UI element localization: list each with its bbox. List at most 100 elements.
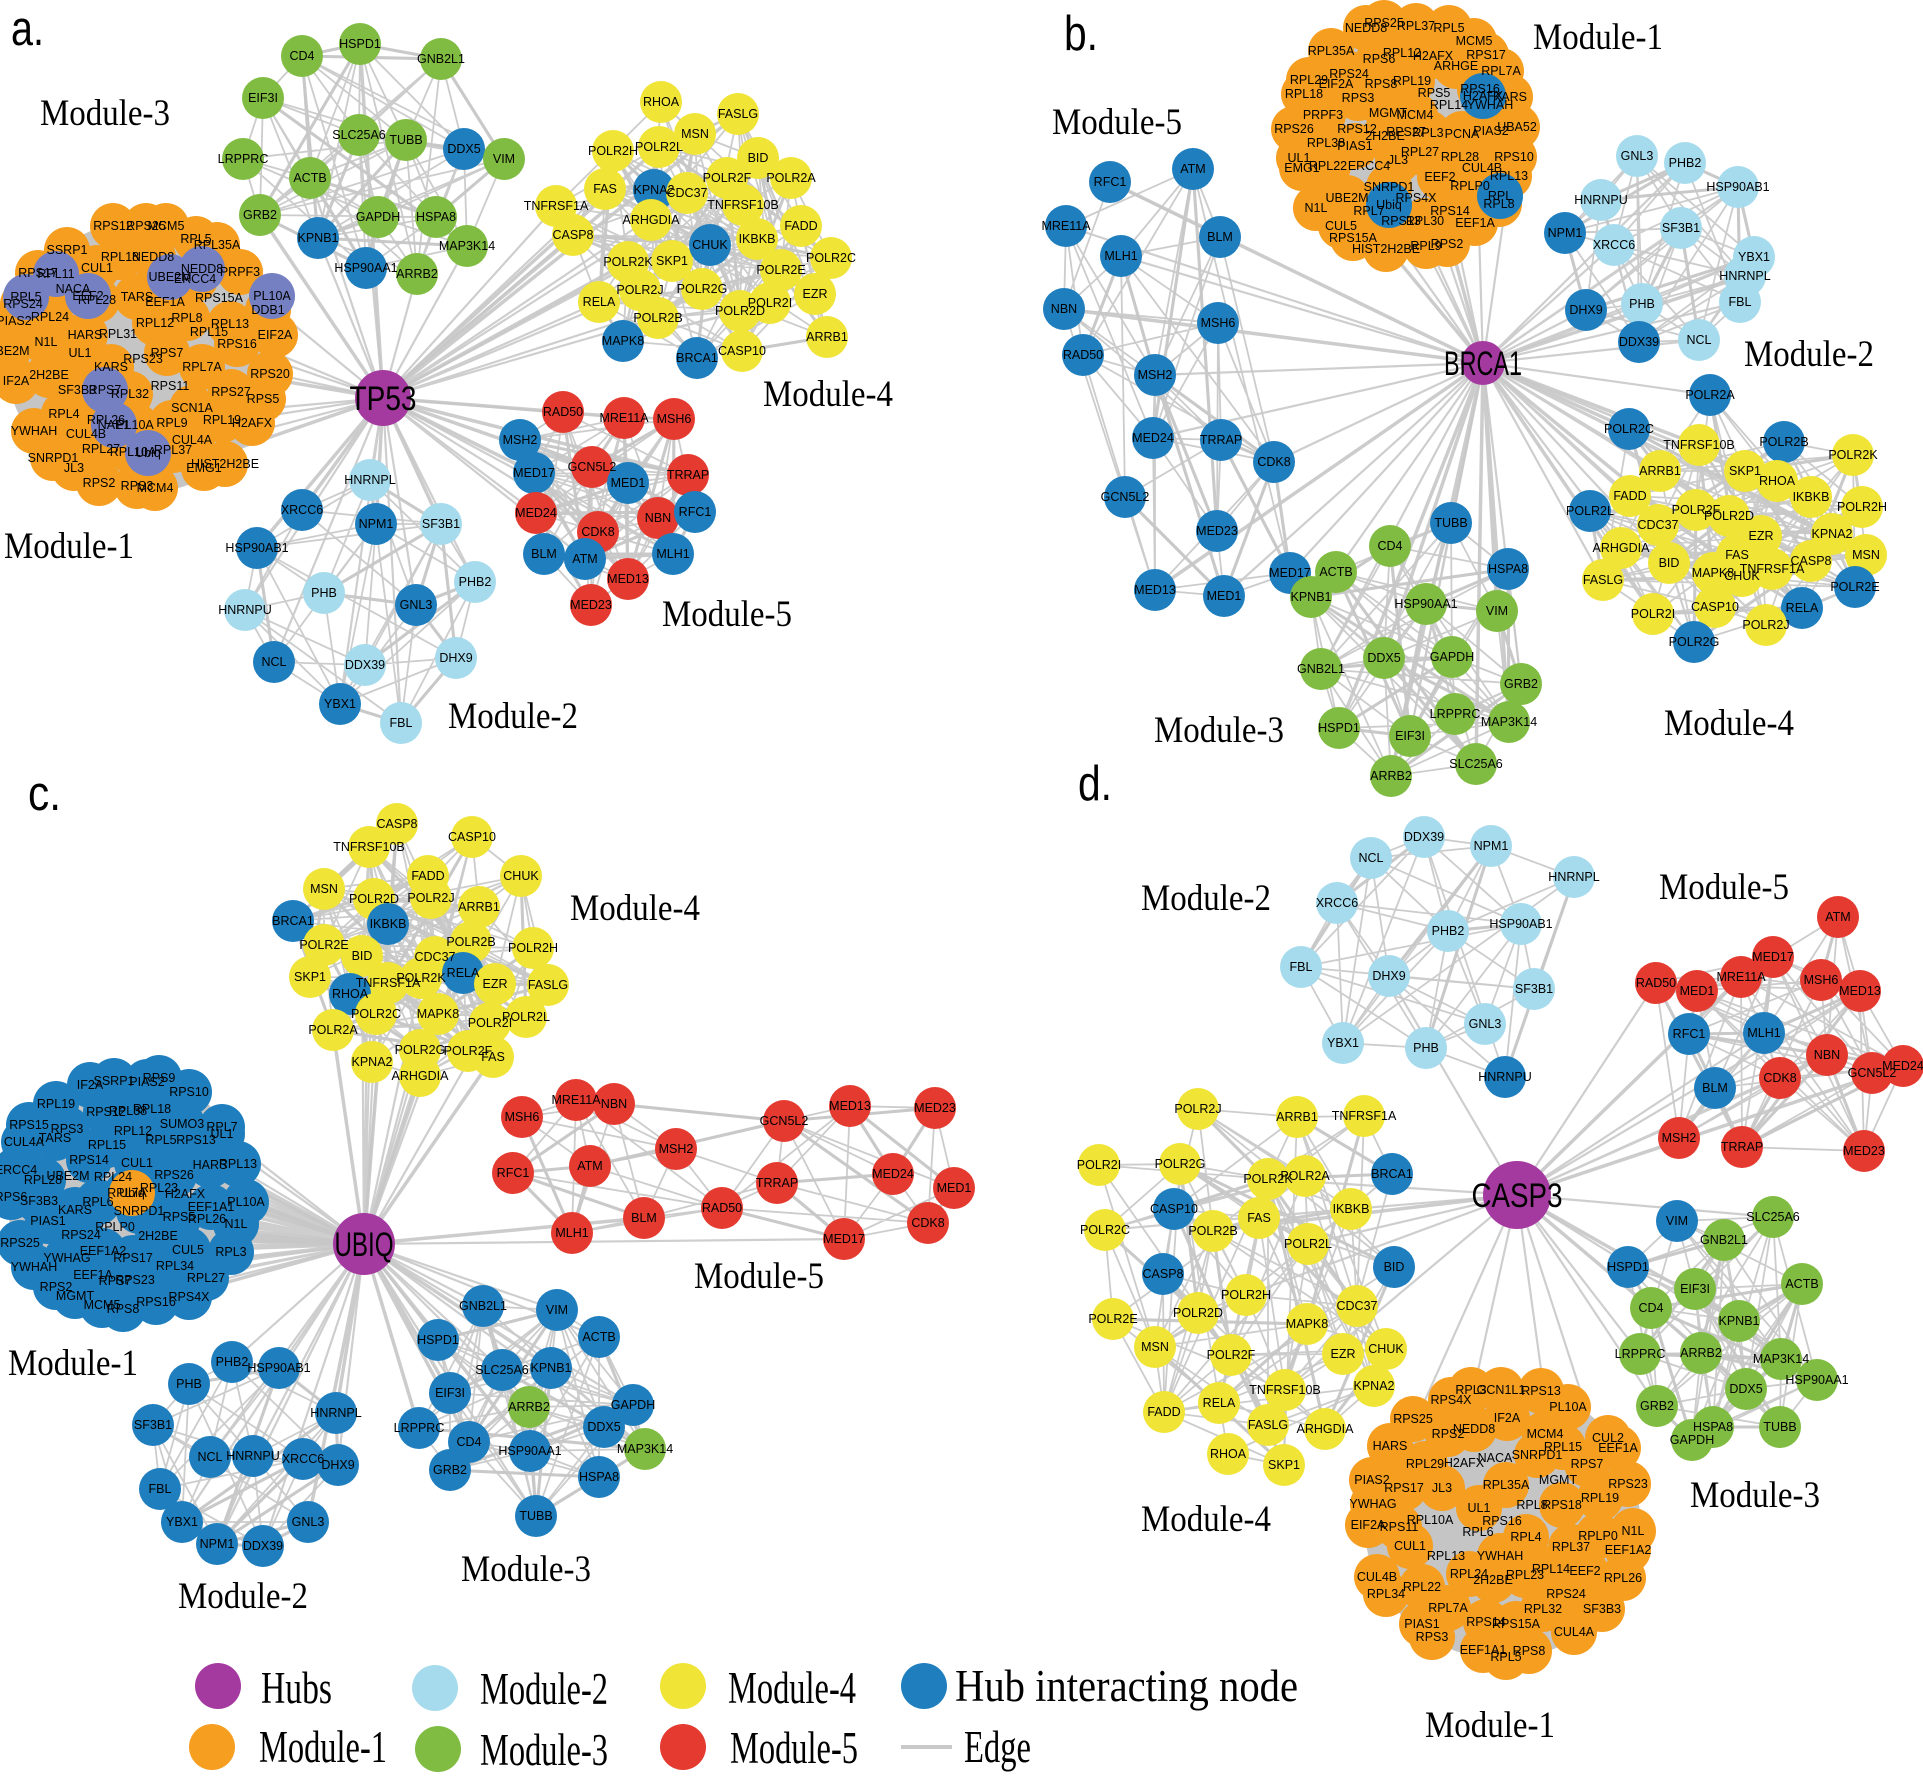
- svg-text:KARS: KARS: [58, 1203, 92, 1217]
- svg-text:RPL18: RPL18: [101, 250, 139, 264]
- svg-text:RPS13: RPS13: [1381, 214, 1421, 228]
- svg-text:POLR2D: POLR2D: [1173, 1306, 1223, 1320]
- svg-text:Module-2: Module-2: [448, 696, 578, 737]
- svg-text:CUL4A: CUL4A: [172, 433, 213, 447]
- svg-text:POLR2J: POLR2J: [1742, 618, 1789, 632]
- svg-text:Module-5: Module-5: [1052, 102, 1182, 143]
- svg-text:RPS17: RPS17: [113, 1251, 153, 1265]
- svg-text:EIF3I: EIF3I: [248, 91, 278, 105]
- svg-text:RPL7A: RPL7A: [1481, 64, 1521, 78]
- svg-text:ERCC4: ERCC4: [0, 1163, 37, 1177]
- svg-text:SNRPD1: SNRPD1: [1512, 1448, 1563, 1462]
- svg-text:MCM5: MCM5: [148, 219, 185, 233]
- svg-text:PL10A: PL10A: [253, 289, 291, 303]
- svg-text:SF3B3: SF3B3: [1583, 1602, 1621, 1616]
- svg-text:EEF1A: EEF1A: [73, 1268, 113, 1282]
- svg-text:ACTB: ACTB: [1319, 565, 1352, 579]
- svg-text:TP53: TP53: [350, 380, 417, 418]
- svg-text:SLC25A6: SLC25A6: [332, 128, 386, 142]
- svg-text:RPS8: RPS8: [1365, 77, 1398, 91]
- svg-text:ARHGDIA: ARHGDIA: [1297, 1422, 1355, 1436]
- svg-text:HNRNPL: HNRNPL: [310, 1406, 361, 1420]
- svg-text:TUBB: TUBB: [519, 1509, 552, 1523]
- svg-text:TNFRSF1A: TNFRSF1A: [524, 199, 589, 213]
- svg-text:RPL32: RPL32: [111, 387, 149, 401]
- svg-text:2H2BE: 2H2BE: [138, 1229, 178, 1243]
- svg-text:POLR2C: POLR2C: [806, 251, 856, 265]
- svg-text:RPS23: RPS23: [115, 1273, 155, 1287]
- svg-text:SKP1: SKP1: [656, 254, 688, 268]
- svg-text:HSP90AB1: HSP90AB1: [1706, 180, 1769, 194]
- svg-text:ARRB2: ARRB2: [396, 267, 438, 281]
- svg-text:UBIQ: UBIQ: [335, 1226, 394, 1264]
- svg-text:HNRNPU: HNRNPU: [1574, 193, 1627, 207]
- svg-text:RPL7A: RPL7A: [107, 1186, 147, 1200]
- svg-text:CASP8: CASP8: [1791, 554, 1832, 568]
- svg-text:CASP10: CASP10: [1691, 600, 1739, 614]
- svg-text:YWHAH: YWHAH: [1477, 1549, 1524, 1563]
- svg-text:Module-1: Module-1: [8, 1343, 138, 1384]
- svg-text:MED17: MED17: [1269, 566, 1311, 580]
- svg-text:YWHAG: YWHAG: [43, 1251, 90, 1265]
- svg-text:RPL12: RPL12: [136, 316, 174, 330]
- svg-text:SKP1: SKP1: [1729, 464, 1761, 478]
- svg-text:MED1: MED1: [937, 1181, 972, 1195]
- svg-text:MED1: MED1: [611, 476, 646, 490]
- svg-text:RPS25: RPS25: [1393, 1412, 1433, 1426]
- svg-text:SF3B3: SF3B3: [20, 1194, 58, 1208]
- svg-text:RPS7: RPS7: [151, 346, 184, 360]
- svg-text:RPL12: RPL12: [1383, 46, 1421, 60]
- svg-text:HNRNPL: HNRNPL: [344, 473, 395, 487]
- svg-text:RPL34: RPL34: [156, 1259, 194, 1273]
- svg-text:RPL27: RPL27: [1401, 145, 1439, 159]
- svg-text:ARHGE: ARHGE: [1434, 59, 1478, 73]
- svg-text:RPS2: RPS2: [40, 1280, 73, 1294]
- svg-text:HNRNPU: HNRNPU: [1478, 1070, 1531, 1084]
- svg-text:DDX39: DDX39: [345, 658, 385, 672]
- svg-text:HNRNPU: HNRNPU: [218, 603, 271, 617]
- svg-text:GNL3: GNL3: [1621, 149, 1654, 163]
- svg-text:SLC25A6: SLC25A6: [1746, 1210, 1800, 1224]
- svg-text:DHX9: DHX9: [1372, 969, 1405, 983]
- svg-text:POLR2A: POLR2A: [1685, 388, 1735, 402]
- svg-text:RPS24: RPS24: [1546, 1587, 1586, 1601]
- svg-text:POLR2A: POLR2A: [308, 1023, 358, 1037]
- svg-text:POLR2B: POLR2B: [446, 935, 495, 949]
- svg-text:RPS8: RPS8: [107, 1302, 140, 1316]
- svg-text:EZR: EZR: [483, 977, 508, 991]
- svg-text:RPL7: RPL7: [206, 1120, 237, 1134]
- svg-text:RPL24: RPL24: [94, 1170, 132, 1184]
- svg-text:NEDD8: NEDD8: [181, 262, 223, 276]
- svg-text:GNB2L1: GNB2L1: [1700, 1233, 1748, 1247]
- svg-text:XRCC6: XRCC6: [282, 1452, 324, 1466]
- svg-text:HSPD1: HSPD1: [1607, 1260, 1649, 1274]
- svg-text:MLH1: MLH1: [1104, 249, 1137, 263]
- svg-text:EZR: EZR: [803, 287, 828, 301]
- svg-text:ACTB: ACTB: [1785, 1277, 1818, 1291]
- svg-text:PL10A: PL10A: [227, 1195, 265, 1209]
- svg-text:POLR2F: POLR2F: [1207, 1348, 1256, 1362]
- svg-text:RPS16: RPS16: [1482, 1514, 1522, 1528]
- svg-text:MED24: MED24: [872, 1167, 914, 1181]
- svg-text:MED17: MED17: [823, 1232, 865, 1246]
- svg-text:XRCC6: XRCC6: [1316, 896, 1358, 910]
- svg-text:RPS12: RPS12: [86, 1105, 126, 1119]
- svg-text:GAPDH: GAPDH: [356, 210, 400, 224]
- svg-text:Module-3: Module-3: [1690, 1475, 1820, 1516]
- svg-text:RPS4X: RPS4X: [1431, 1393, 1473, 1407]
- svg-text:RPL7A: RPL7A: [1428, 1601, 1468, 1615]
- svg-text:Module-5: Module-5: [1659, 867, 1789, 908]
- svg-text:RPS2: RPS2: [1432, 1427, 1465, 1441]
- svg-text:POLR2K: POLR2K: [603, 255, 653, 269]
- svg-text:TRRAP: TRRAP: [1200, 433, 1242, 447]
- svg-text:Module-3: Module-3: [1154, 710, 1284, 751]
- svg-text:MCM4: MCM4: [137, 481, 174, 495]
- svg-text:DDX39: DDX39: [1404, 830, 1444, 844]
- svg-text:RPS27: RPS27: [211, 385, 251, 399]
- svg-text:RPL38: RPL38: [1307, 136, 1345, 150]
- svg-text:NPM1: NPM1: [1474, 839, 1509, 853]
- svg-text:PHB: PHB: [1629, 297, 1655, 311]
- svg-text:RPL27: RPL27: [187, 1271, 225, 1285]
- svg-text:H2AFX: H2AFX: [232, 416, 273, 430]
- svg-text:RPL35A: RPL35A: [1308, 44, 1355, 58]
